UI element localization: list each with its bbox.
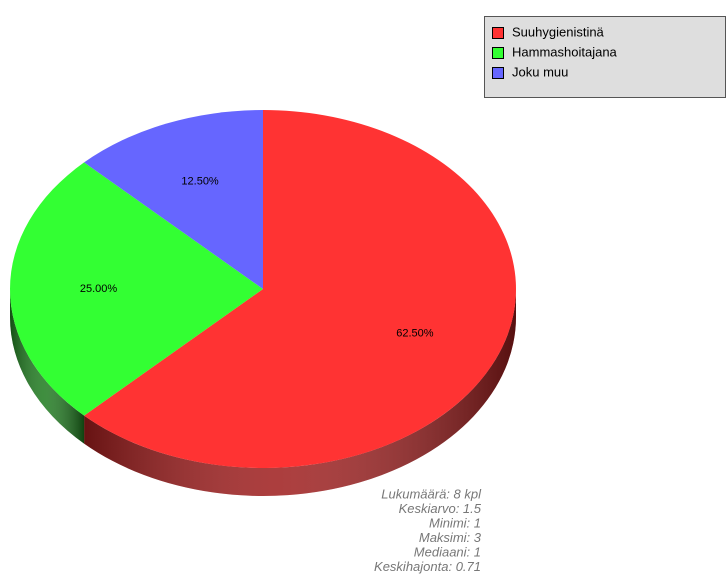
statistic: Minimi: 1	[429, 515, 481, 530]
statistic: Mediaani: 1	[414, 544, 481, 559]
slice	[84, 110, 263, 289]
statistic: Maksimi: 3	[419, 530, 482, 545]
legend-swatch	[492, 47, 504, 59]
legend-swatch	[492, 27, 504, 39]
statistic: Keskiarvo: 1.5	[399, 501, 482, 516]
value-label: 62.50%	[396, 327, 434, 339]
legend-label: Hammashoitajana	[512, 44, 618, 59]
value-label: 12.50%	[181, 175, 219, 187]
legend-label: Joku muu	[512, 64, 568, 79]
slice-side-shade	[10, 289, 85, 444]
slice	[10, 162, 264, 416]
legend-swatch	[492, 67, 504, 79]
slice-side-shade	[84, 289, 516, 496]
statistic: Keskihajonta: 0.71	[374, 559, 481, 574]
legend-label: Suuhygienistinä	[512, 24, 605, 39]
value-label: 25.00%	[80, 283, 118, 295]
statistic: Lukumäärä: 8 kpl	[381, 486, 482, 501]
slice	[84, 110, 517, 468]
legend-box	[484, 16, 726, 98]
